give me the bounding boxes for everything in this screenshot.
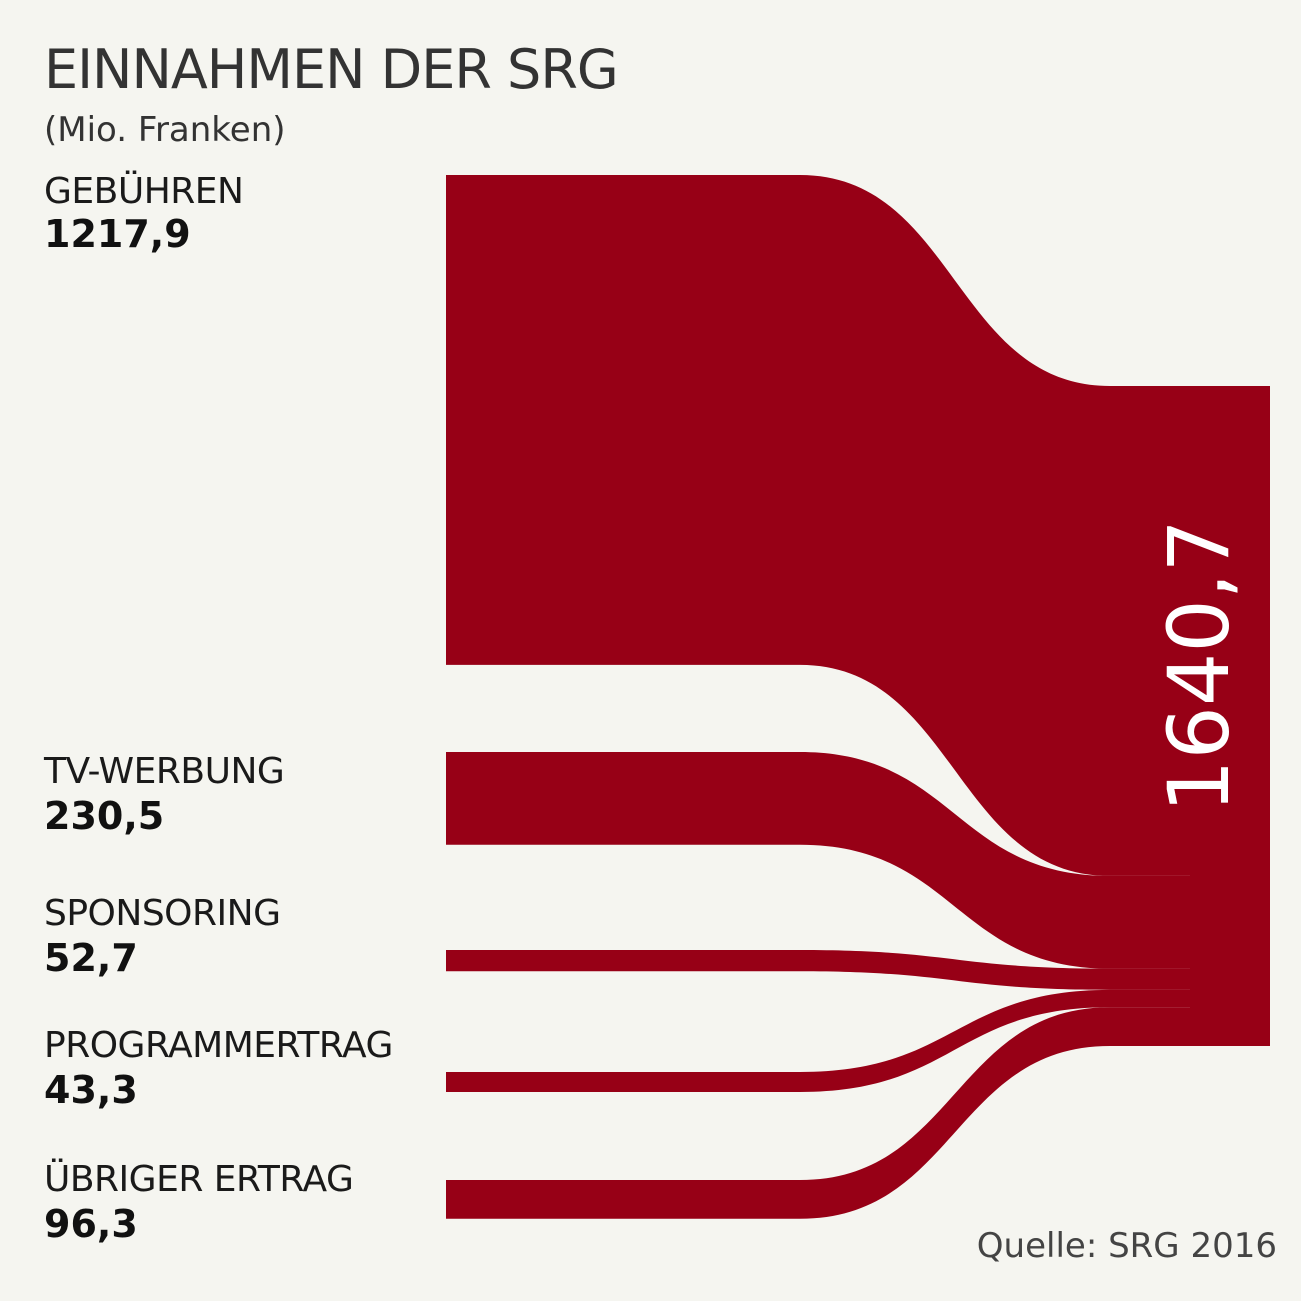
chart-title: EINNAHMEN DER SRG xyxy=(44,38,619,101)
chart-subtitle: (Mio. Franken) xyxy=(44,110,286,150)
flow-value-uebriger-ertrag: 96,3 xyxy=(44,1202,138,1246)
flow-label-programmertrag: PROGRAMMERTRAG xyxy=(44,1025,393,1066)
total-bar xyxy=(1190,386,1270,1046)
source-note: Quelle: SRG 2016 xyxy=(976,1226,1277,1266)
total-value-label: 1640,7 xyxy=(1150,519,1248,813)
flow-band-0 xyxy=(446,175,1270,876)
flow-value-programmertrag: 43,3 xyxy=(44,1068,138,1112)
flow-label-gebuehren: GEBÜHREN xyxy=(44,171,244,212)
flow-label-tv-werbung: TV-WERBUNG xyxy=(44,751,285,792)
flow-band-4 xyxy=(446,1007,1270,1219)
flow-band-3 xyxy=(446,989,1270,1092)
flow-label-uebriger-ertrag: ÜBRIGER ERTRAG xyxy=(44,1159,354,1200)
flow-band-2 xyxy=(446,950,1270,990)
flow-value-gebuehren: 1217,9 xyxy=(44,212,191,256)
flow-band-1 xyxy=(446,752,1270,969)
flow-label-sponsoring: SPONSORING xyxy=(44,893,281,934)
flow-value-sponsoring: 52,7 xyxy=(44,936,138,980)
flow-value-tv-werbung: 230,5 xyxy=(44,794,165,838)
